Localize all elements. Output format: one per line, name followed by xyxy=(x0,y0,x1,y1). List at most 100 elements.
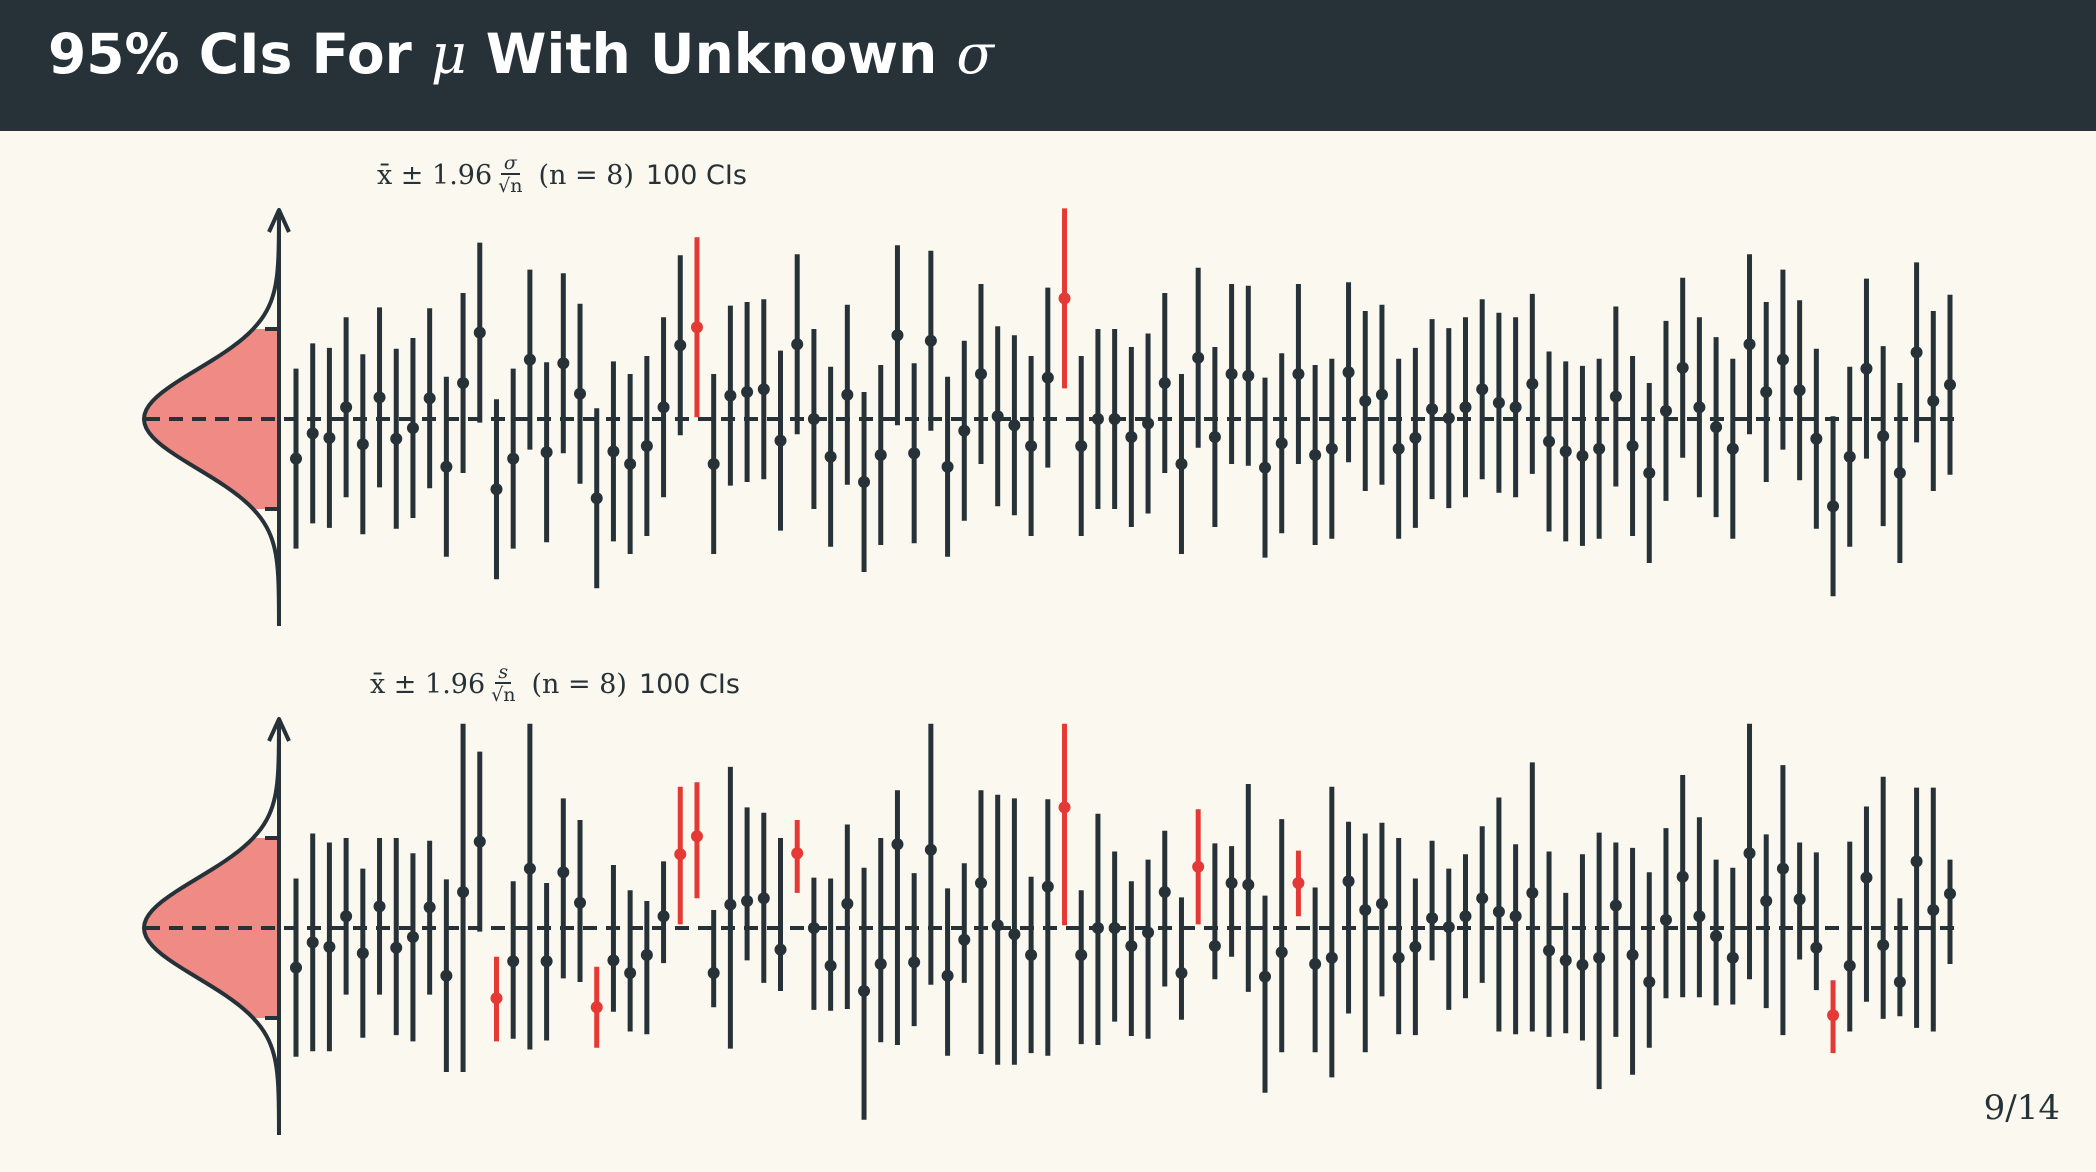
panel-2-ci-mean-point xyxy=(874,958,887,970)
panel-2-ci-mean-point xyxy=(557,866,570,879)
panel-2-ci-mean-point xyxy=(1359,904,1372,916)
panel-1-ci-mean-point xyxy=(874,449,887,461)
panel-1-ci-mean-point xyxy=(1459,401,1472,414)
panel-2-ci-mean-point xyxy=(290,961,302,974)
panel-2-ci-mean-point xyxy=(1426,912,1439,925)
panel-2-ci-mean-point xyxy=(1827,1009,1840,1022)
panel-2-ci-mean-point xyxy=(1476,892,1489,905)
panel-2-ci-mean-point xyxy=(640,949,653,961)
panel-2-ci-mean-point xyxy=(1526,886,1539,899)
panel-1-ci-mean-point xyxy=(590,492,603,505)
panel-2-ci-mean-point xyxy=(974,877,987,889)
panel-2-ci-mean-point xyxy=(1292,877,1305,889)
panel-2-ci-mean-point xyxy=(1041,880,1054,893)
panel-2-denominator: √n xyxy=(491,684,516,706)
panel-2-ci-mean-point xyxy=(1225,877,1238,889)
panel-1-ci-mean-point xyxy=(974,368,987,380)
panel-1-ci-mean-point xyxy=(707,458,720,470)
panel-2-ci-mean-point xyxy=(390,941,403,954)
panel-2-ci-mean-point xyxy=(1576,958,1589,971)
panel-1-ci-mean-point xyxy=(607,445,620,458)
panel-1-ci-mean-point xyxy=(1175,458,1188,470)
panel-2-ci-mean-point xyxy=(607,954,620,967)
panel-1-ci-mean-point xyxy=(1877,430,1890,443)
panel-2-ci-mean-point xyxy=(1058,801,1071,814)
panel-2-ci-mean-point xyxy=(490,992,503,1005)
panel-2-ci-mean-point xyxy=(1626,949,1639,961)
panel-2-ci-mean-point xyxy=(1927,904,1940,916)
panel-1-ci-mean-point xyxy=(1192,351,1205,364)
title-bar: 95% CIs For μ With Unknown σ xyxy=(0,0,2096,131)
panel-1-ci-mean-point xyxy=(1108,413,1121,425)
panel-2-axis-arrow xyxy=(267,717,291,742)
panel-2-ci-mean-point xyxy=(1710,930,1723,943)
panel-1-ci-mean-point xyxy=(1426,403,1439,416)
panel-2-ci-mean-point xyxy=(1643,976,1656,988)
panel-2-ci-mean-point xyxy=(523,862,536,875)
panel-2-ci-mean-point xyxy=(1860,871,1873,884)
slide-title: 95% CIs For μ With Unknown σ xyxy=(48,22,994,86)
panel-2-ci-mean-point xyxy=(1309,958,1322,970)
panel-1-ci-mean-point xyxy=(290,452,302,465)
panel-1-ci-mean-point xyxy=(1292,368,1305,380)
panel-1-ci-mean-point xyxy=(1375,388,1388,401)
panel-2-ci-mean-point xyxy=(991,919,1004,932)
panel-2-ci-mean-point xyxy=(891,838,904,851)
panel-1-ci-mean-point xyxy=(1526,377,1539,390)
panel-2-ci-mean-point xyxy=(1342,875,1355,888)
panel-2-ci-mean-point xyxy=(1492,905,1505,918)
panel-1-ci-mean-point xyxy=(624,458,637,470)
panel-2-ci-mean-point xyxy=(356,947,369,960)
title-mu-symbol: μ xyxy=(430,22,467,86)
panel-1-ci-mean-point xyxy=(1760,386,1773,398)
panel-1-ci-mean-point xyxy=(356,438,369,451)
panel-1-ci-mean-point xyxy=(1626,440,1639,452)
panel-1-ci-mean-point xyxy=(423,392,436,405)
panel-1-ci-mean-point xyxy=(657,401,670,414)
panel-2-ci-mean-point xyxy=(1693,910,1706,923)
panel-1-axis-arrow xyxy=(267,208,291,233)
panel-2-ci-mean-point xyxy=(1025,949,1038,961)
panel-1-ci-mean-point xyxy=(306,427,319,440)
panel-2-ci-mean-point xyxy=(690,830,703,843)
panel-1-fraction: σ √n xyxy=(498,153,522,197)
panel-2-bell-fill xyxy=(144,838,279,1018)
panel-1-ci-mean-point xyxy=(1726,442,1739,455)
panel-1-ci-mean-point xyxy=(1409,431,1422,444)
panel-1-ci-mean-point xyxy=(340,401,353,414)
panel-1-ci-mean-point xyxy=(1893,467,1906,479)
panel-2-ci-mean-point xyxy=(1008,928,1021,941)
panel-2-ci-mean-point xyxy=(1192,860,1205,873)
panel-1-ci-mean-point xyxy=(473,326,486,339)
panel-2-ci-mean-point xyxy=(824,959,837,972)
panel-2-ci-mean-point xyxy=(1509,910,1522,923)
panel-2-ci-mean-point xyxy=(1559,954,1572,967)
panel-1-ci-mean-point xyxy=(323,431,336,444)
panel-2-ci-mean-point xyxy=(724,898,737,911)
panel-2-ci-mean-point xyxy=(841,897,854,910)
panel-2-fraction: s √n xyxy=(491,662,515,706)
panel-2-ci-mean-point xyxy=(1091,922,1104,934)
panel-1-ci-mean-point xyxy=(1058,292,1071,305)
panel-1-ci-mean-point xyxy=(640,440,653,452)
panel-2-ci-mean-point xyxy=(1760,895,1773,907)
page-number: 9/14 xyxy=(1983,1088,2060,1128)
panel-1-label: x̄ ± 1.96 σ √n (n = 8) 100 CIs xyxy=(377,153,747,197)
panel-1-ci-mean-point xyxy=(1793,384,1806,397)
panel-2-ci-mean-point xyxy=(1375,897,1388,910)
panel-1-ci-mean-point xyxy=(1509,401,1522,414)
panel-1-ci-mean-point xyxy=(774,434,787,447)
panel-2-ci-mean-point xyxy=(1175,967,1188,979)
panel-1-ci-mean-point xyxy=(858,476,871,488)
panel-2-ci-mean-point xyxy=(1075,949,1088,961)
panel-1-ci-mean-point xyxy=(1225,368,1238,380)
panel-2-ci-mean-point xyxy=(1259,970,1272,983)
panel-1-ci-mean-point xyxy=(1392,442,1405,455)
panel-1-ci-mean-point xyxy=(908,447,921,460)
panel-2-ci-mean-point xyxy=(1275,946,1288,959)
panel-1-ci-mean-point xyxy=(1359,395,1372,407)
panel-1-ci-mean-point xyxy=(741,386,754,398)
panel-1-ci-mean-point xyxy=(574,387,587,400)
panel-2-ci-mean-point xyxy=(1142,926,1155,939)
panel-2-ci-mean-point xyxy=(1609,899,1622,912)
